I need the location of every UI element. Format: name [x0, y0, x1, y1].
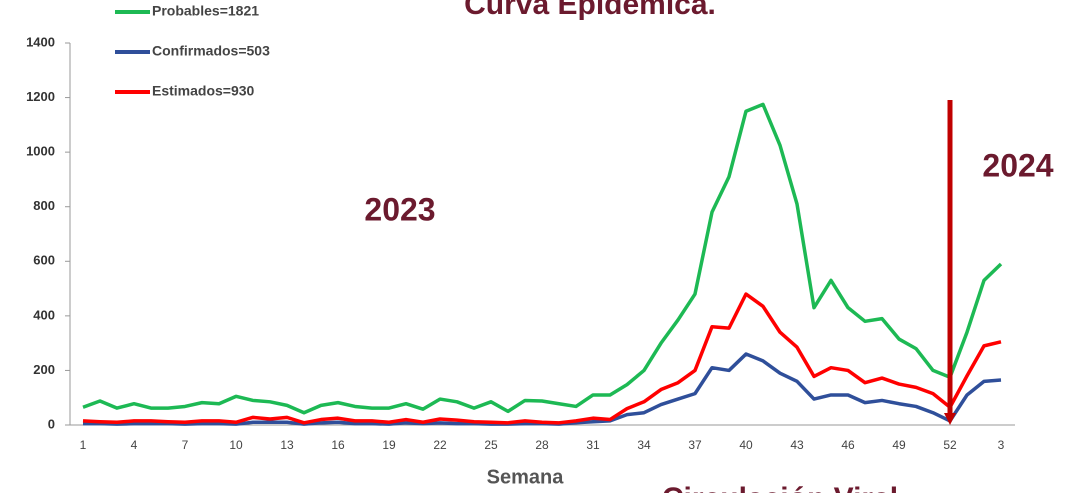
chart-title: Curva Epidémica. — [464, 0, 716, 21]
x-tick-label: 22 — [433, 438, 447, 452]
legend-label: Confirmados=503 — [152, 43, 270, 59]
x-tick-label: 40 — [739, 438, 753, 452]
x-tick-label: 31 — [586, 438, 600, 452]
y-tick-label: 1400 — [26, 34, 55, 49]
x-tick-label: 43 — [790, 438, 804, 452]
y-tick-label: 1000 — [26, 144, 55, 159]
y-tick-label: 200 — [33, 362, 55, 377]
x-tick-label: 52 — [943, 438, 957, 452]
x-tick-label: 13 — [280, 438, 294, 452]
y-tick-label: 600 — [33, 253, 55, 268]
year-marker-arrow — [944, 413, 956, 425]
series-line — [82, 102, 1003, 415]
series-line — [82, 292, 1002, 425]
x-tick-label: 19 — [382, 438, 396, 452]
x-tick-label: 3 — [998, 438, 1005, 452]
x-tick-label: 10 — [229, 438, 243, 452]
y-tick-label: 0 — [48, 416, 55, 431]
x-axis-label: Semana — [487, 466, 565, 488]
y-tick-label: 400 — [33, 307, 55, 322]
x-tick-label: 4 — [131, 438, 138, 452]
x-tick-label: 28 — [535, 438, 549, 452]
x-tick-label: 37 — [688, 438, 702, 452]
series-line — [83, 352, 1002, 426]
x-tick-label: 16 — [331, 438, 345, 452]
annotation: 2024 — [982, 147, 1053, 183]
legend-label: Probables=1821 — [152, 3, 259, 19]
x-tick-label: 25 — [484, 438, 498, 452]
y-tick-label: 1200 — [26, 89, 55, 104]
x-tick-label: 7 — [182, 438, 189, 452]
legend-label: Estimados=930 — [152, 83, 255, 99]
subtitle: Circulación Viral — [662, 482, 898, 493]
x-tick-label: 34 — [637, 438, 651, 452]
y-tick-label: 800 — [33, 198, 55, 213]
x-tick-label: 46 — [841, 438, 855, 452]
x-tick-label: 49 — [892, 438, 906, 452]
x-tick-label: 1 — [80, 438, 87, 452]
annotation: 2023 — [364, 191, 435, 227]
